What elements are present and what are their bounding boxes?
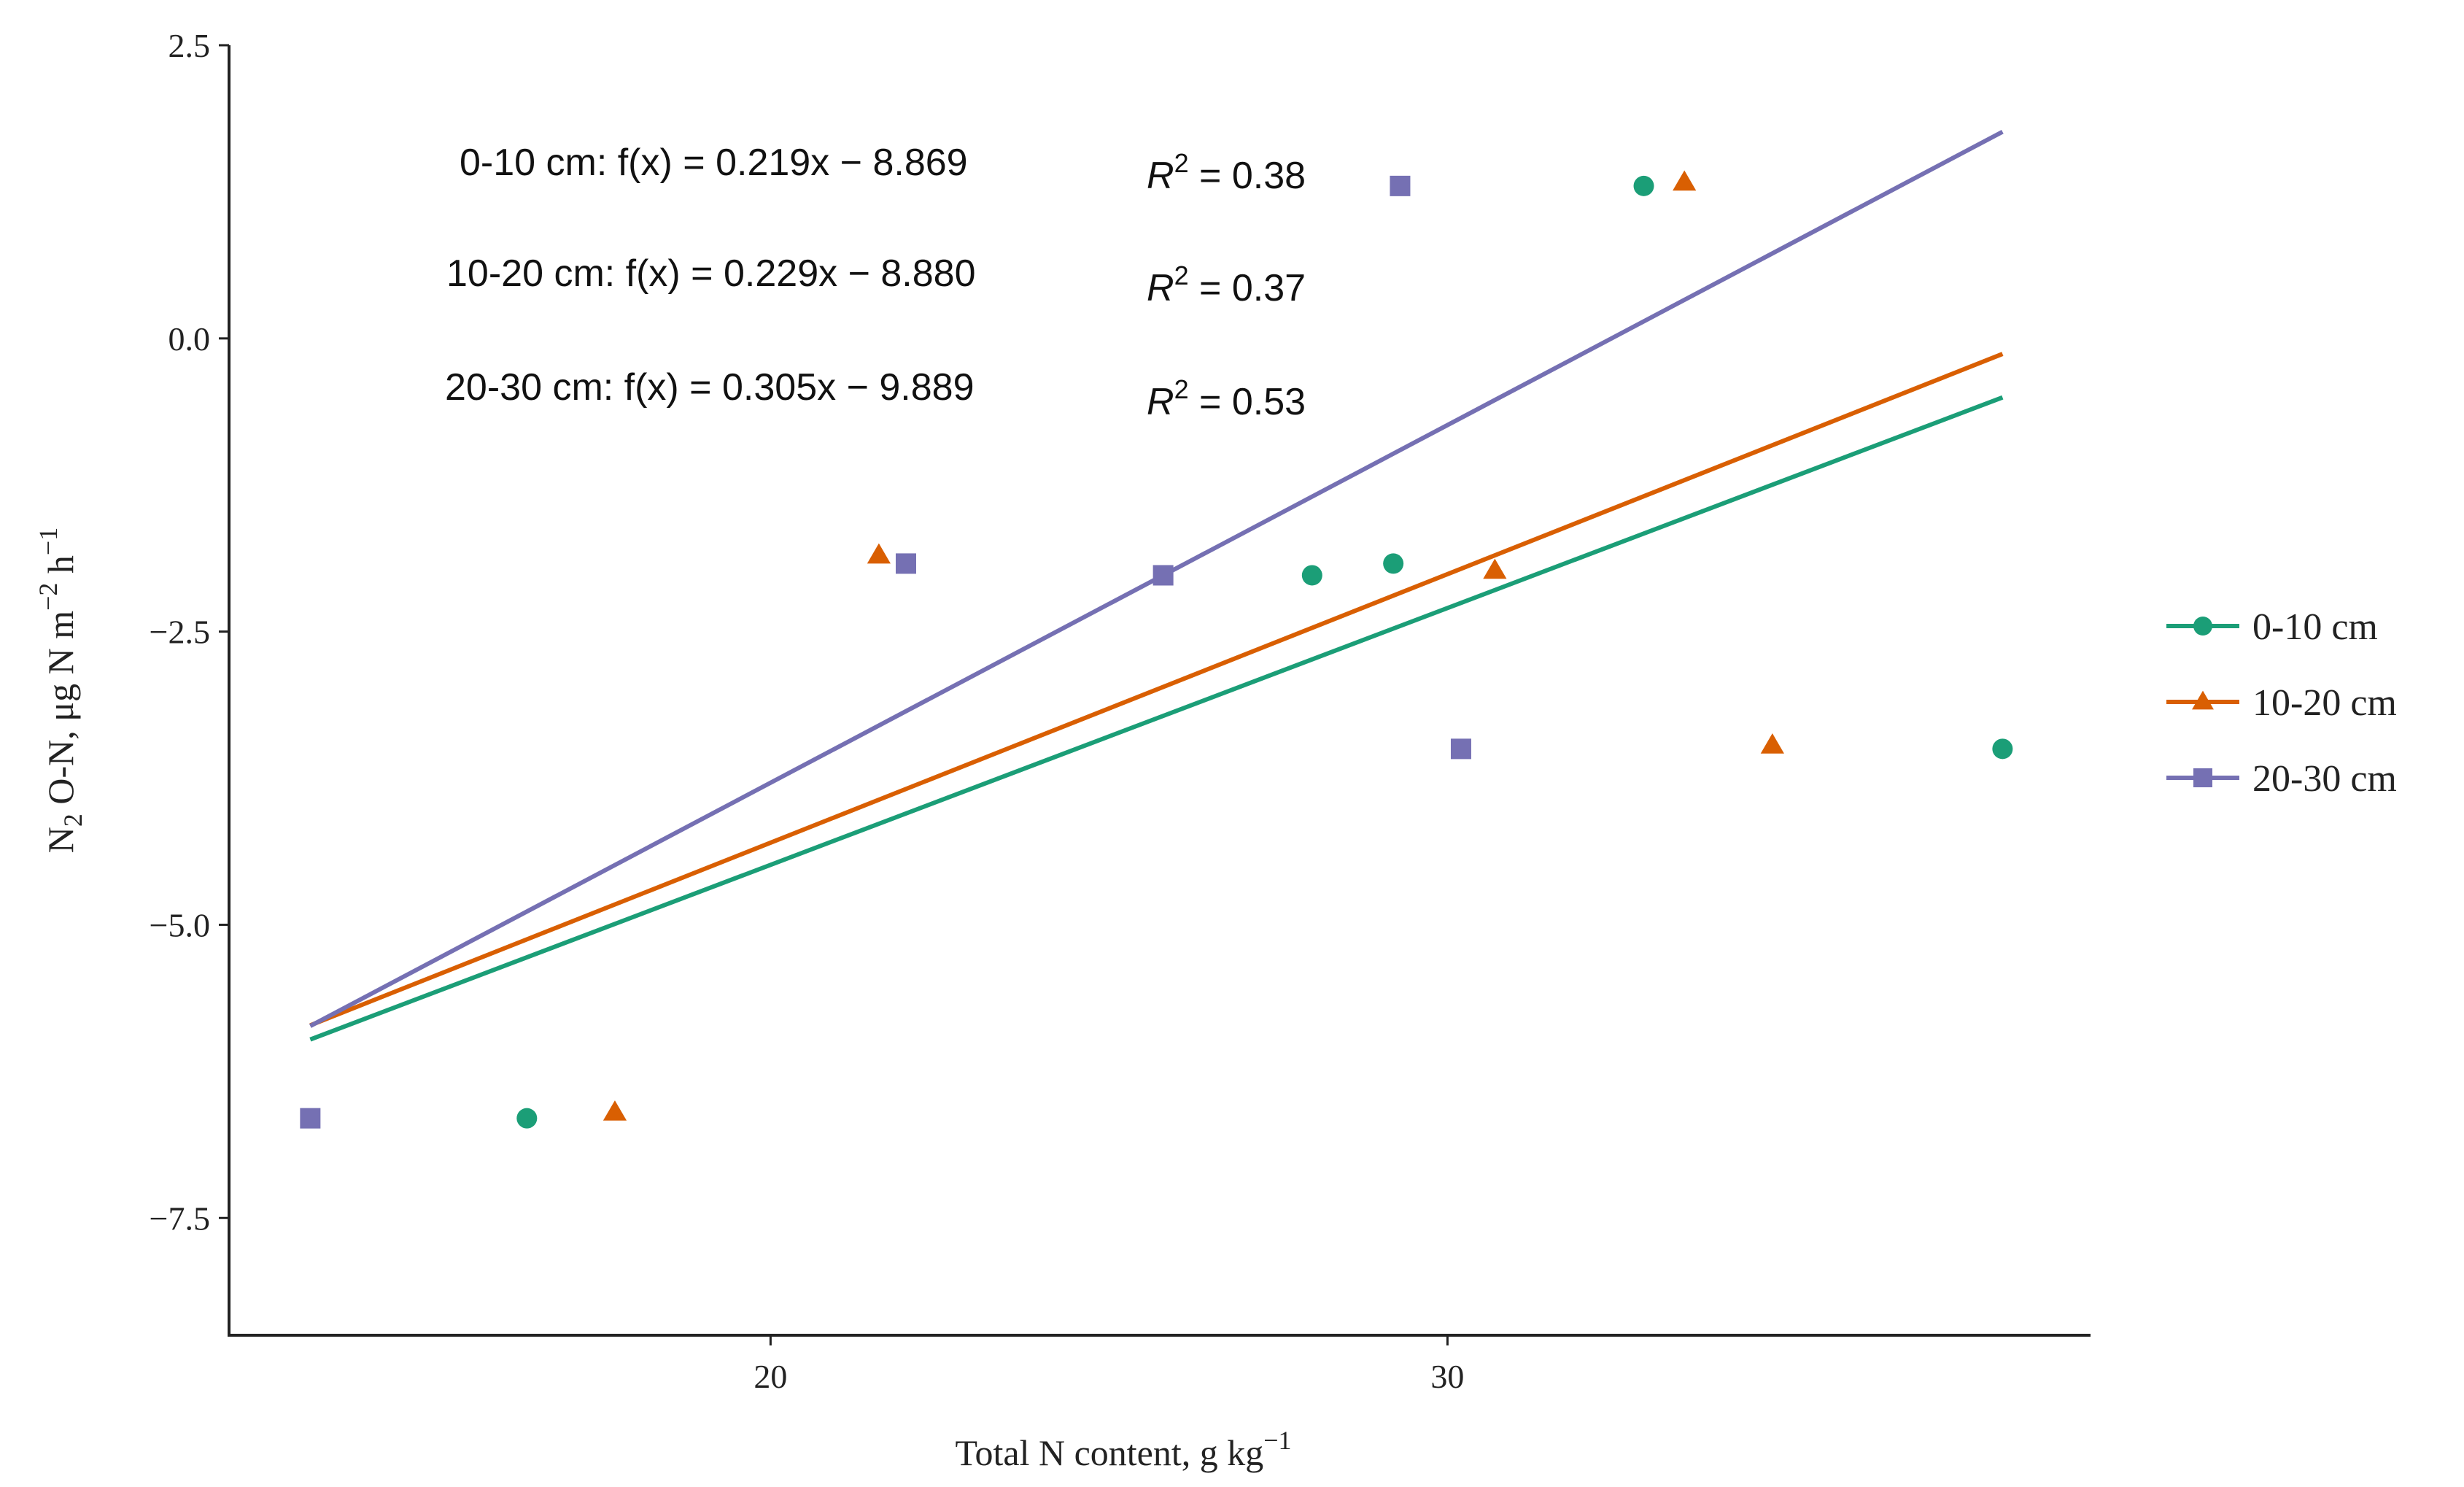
y-ticks: 2.5 0.0 −2.5 −5.0 −7.5 [150,27,229,1237]
x-tick-label: 30 [1430,1358,1464,1395]
y-tick-label: 2.5 [168,27,211,64]
annotation-20-30: 20-30 cm: f(x) = 0.305x − 9.889 R2 = 0.5… [445,366,1306,423]
data-point-20-30-cm [1152,565,1174,586]
legend-label: 20-30 cm [2252,758,2397,800]
y-tick-label: −7.5 [150,1200,210,1237]
y-axis-title: N2 O-N, μg N m−2 h−1 [34,528,88,853]
data-point-10-20-cm [867,543,891,564]
fit-line-0-10-cm [309,395,2004,1042]
data-point-20-30-cm [1390,175,1411,196]
r2-20-30: R2 = 0.53 [1147,374,1306,423]
legend-marker [2193,617,2212,636]
data-point-0-10-cm [516,1108,538,1129]
data-point-10-20-cm [1673,170,1697,191]
data-points [300,170,2013,1129]
annotation-10-20: 10-20 cm: f(x) = 0.229x − 8.880 R2 = 0.3… [446,252,1306,309]
equation-10-20: 10-20 cm: f(x) = 0.229x − 8.880 [446,252,976,295]
r2-0-10: R2 = 0.38 [1147,148,1306,197]
data-point-20-30-cm [1450,738,1471,760]
data-point-0-10-cm [1383,553,1404,574]
y-tick-label: −2.5 [150,614,210,651]
data-point-0-10-cm [1633,175,1654,196]
data-point-20-30-cm [300,1108,321,1129]
data-point-0-10-cm [1301,565,1322,586]
fit-line-10-20-cm [309,352,2004,1028]
y-tick-label: −5.0 [150,906,210,943]
legend-label: 0-10 cm [2252,606,2378,648]
data-point-0-10-cm [1992,738,2013,760]
x-axis-title: Total N content, g kg−1 [955,1426,1291,1473]
data-point-10-20-cm [1483,558,1507,579]
legend: 0-10 cm 10-20 cm 20-30 cm [2166,606,2397,800]
data-point-20-30-cm [896,553,916,574]
data-point-10-20-cm [1760,733,1784,754]
data-point-10-20-cm [603,1100,627,1121]
x-tick-label: 20 [753,1358,787,1395]
x-ticks: 20 30 [753,1335,1464,1395]
equation-0-10: 0-10 cm: f(x) = 0.219x − 8.869 [460,142,968,184]
y-tick-label: 0.0 [168,320,211,358]
annotation-0-10: 0-10 cm: f(x) = 0.219x − 8.869 R2 = 0.38 [460,142,1306,197]
legend-label: 10-20 cm [2252,682,2397,724]
legend-marker [2192,690,2214,710]
legend-marker [2193,768,2212,787]
r2-10-20: R2 = 0.37 [1147,260,1306,309]
equation-20-30: 20-30 cm: f(x) = 0.305x − 9.889 [445,366,975,409]
